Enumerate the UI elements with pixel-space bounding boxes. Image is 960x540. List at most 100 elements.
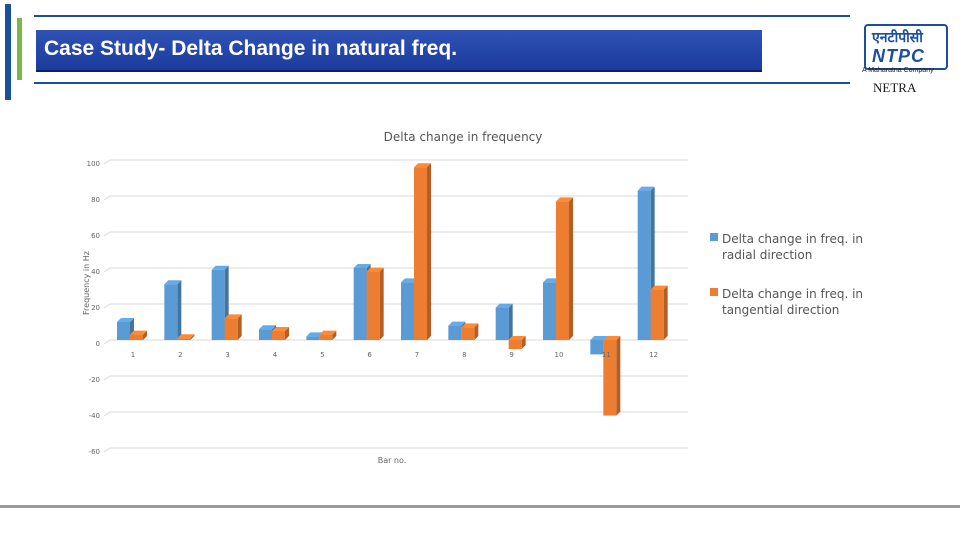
bar-radial xyxy=(117,322,130,340)
ntpc-logo-name: NTPC xyxy=(872,46,925,66)
bar-radial xyxy=(543,282,556,340)
bar-side xyxy=(616,336,621,416)
bar-top xyxy=(401,278,418,283)
footer-divider xyxy=(0,505,960,508)
x-tick-label: 10 xyxy=(555,351,564,359)
x-tick-label: 11 xyxy=(602,351,611,359)
bar-side xyxy=(177,280,182,340)
bar-top xyxy=(495,303,513,308)
bar-tangential xyxy=(366,271,380,340)
bar-top xyxy=(259,325,276,330)
bar-radial xyxy=(259,329,272,340)
ntpc-logo-tagline: A Maharatna Company xyxy=(862,67,934,74)
x-tick-label: 4 xyxy=(273,351,278,359)
x-tick-label: 1 xyxy=(131,351,135,359)
bar-radial xyxy=(637,190,651,340)
bar-side xyxy=(379,267,384,340)
gridline xyxy=(103,231,688,237)
x-tick-label: 3 xyxy=(225,351,229,359)
header-rule-top xyxy=(34,15,850,17)
bar-top xyxy=(177,334,195,339)
y-tick-label: -20 xyxy=(89,376,100,384)
bar-top xyxy=(272,327,289,331)
slide-title: Case Study- Delta Change in natural freq… xyxy=(44,37,458,60)
chart-legend: Delta change in freq. in radial directio… xyxy=(710,232,867,317)
bar-side xyxy=(521,336,526,349)
legend-swatch-tangential xyxy=(710,288,718,296)
bar-top xyxy=(556,197,573,202)
left-accent-green xyxy=(17,18,22,80)
chart-y-ticks: 100 80 60 40 20 0 -20 -40 -60 xyxy=(87,160,100,456)
bar-tangential xyxy=(603,340,617,416)
gridline xyxy=(103,375,688,381)
bar-top xyxy=(650,285,668,290)
chart-bars xyxy=(117,163,668,416)
bar-side xyxy=(190,334,195,340)
bar-top xyxy=(603,336,621,340)
bar-top xyxy=(164,280,182,285)
bar-tangential xyxy=(461,327,475,340)
y-tick-label: -60 xyxy=(89,448,100,456)
bar-radial xyxy=(211,269,225,340)
ntpc-logo-badge: एनटीपीसी NTPC xyxy=(864,24,948,70)
bar-side xyxy=(285,327,289,340)
bar-top xyxy=(508,336,526,340)
bar-side xyxy=(143,330,147,340)
gridline xyxy=(103,267,688,273)
bar-top xyxy=(637,186,655,191)
legend-label-radial: Delta change in freq. in radial directio… xyxy=(722,232,867,262)
bar-side xyxy=(474,323,479,340)
slide-title-bar: Case Study- Delta Change in natural freq… xyxy=(36,30,762,72)
bar-tangential xyxy=(319,334,333,340)
x-tick-label: 12 xyxy=(649,351,658,359)
bar-tangential xyxy=(650,289,664,340)
bar-top xyxy=(414,163,431,168)
y-tick-label: 40 xyxy=(91,268,100,276)
bar-side xyxy=(663,285,668,340)
legend-label-tangential: Delta change in freq. in tangential dire… xyxy=(722,287,867,317)
gridline xyxy=(103,195,688,201)
ntpc-logo-hindi: एनटीपीसी xyxy=(872,29,923,45)
bar-radial xyxy=(448,325,462,340)
header-rule-bottom xyxy=(34,82,850,84)
y-tick-label: 100 xyxy=(87,160,100,168)
bar-radial xyxy=(401,282,414,340)
bar-side xyxy=(427,163,431,340)
x-tick-label: 8 xyxy=(462,351,466,359)
bar-top xyxy=(211,265,229,270)
bar-tangential xyxy=(224,318,238,340)
chart-x-ticks: 1 2 3 4 5 6 7 8 9 10 11 12 xyxy=(131,351,658,359)
x-axis-title: Bar no. xyxy=(378,456,407,465)
bar-tangential xyxy=(508,340,522,349)
legend-swatch-radial xyxy=(710,233,718,241)
gridline xyxy=(103,159,688,165)
bar-radial xyxy=(306,336,320,340)
x-tick-label: 9 xyxy=(509,351,513,359)
ntpc-logo: एनटीपीसी NTPC A Maharatna Company xyxy=(862,22,948,78)
bar-tangential xyxy=(272,331,285,340)
bar-radial xyxy=(353,268,367,340)
chart-gridlines xyxy=(103,159,688,453)
bar-side xyxy=(569,197,573,340)
bar-top xyxy=(117,318,134,322)
bar-top xyxy=(448,321,466,326)
chart-title: Delta change in frequency xyxy=(384,130,543,144)
bar-top xyxy=(543,278,560,283)
y-tick-label: 60 xyxy=(91,232,100,240)
bar-radial xyxy=(164,284,178,340)
bar-top xyxy=(130,330,147,335)
x-tick-label: 2 xyxy=(178,351,182,359)
bar-tangential xyxy=(130,334,143,340)
bar-side xyxy=(332,330,337,340)
netra-brand: NETRA xyxy=(873,80,917,95)
bar-side xyxy=(237,314,242,340)
x-tick-label: 5 xyxy=(320,351,324,359)
bar-radial xyxy=(590,340,604,355)
bar-top xyxy=(366,267,384,272)
y-tick-label: 80 xyxy=(91,196,100,204)
bar-top xyxy=(319,330,337,335)
bar-radial xyxy=(495,307,509,340)
bar-tangential xyxy=(414,167,427,340)
gridline xyxy=(103,411,688,417)
